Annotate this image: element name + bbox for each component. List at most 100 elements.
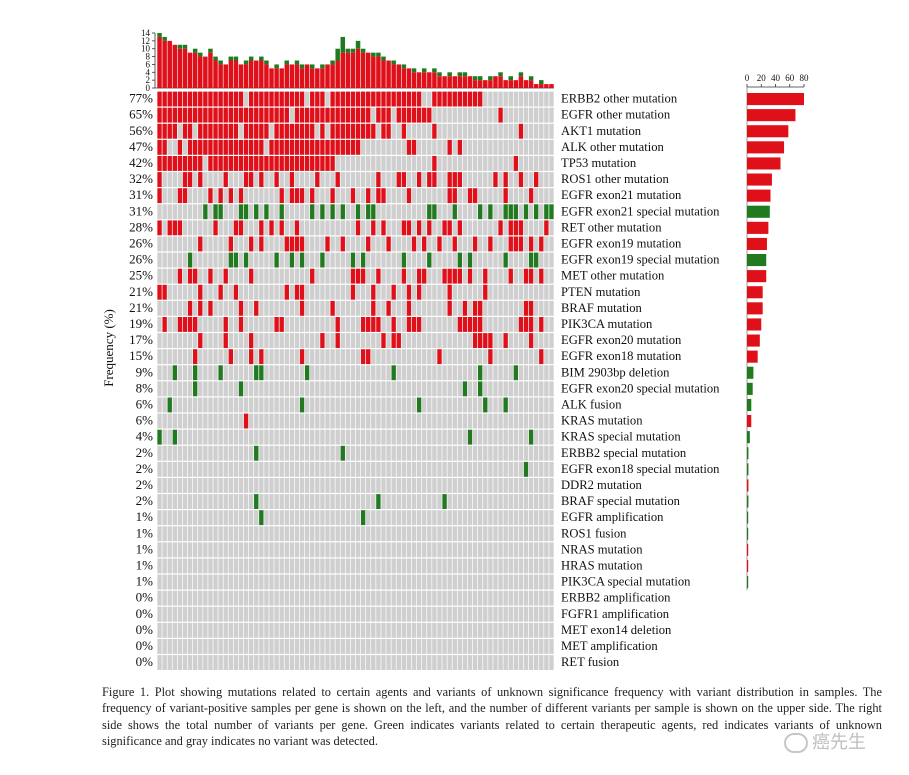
grid-cell (493, 622, 498, 638)
grid-cell (371, 429, 376, 445)
right-bar (747, 382, 753, 395)
grid-cell (294, 574, 300, 590)
grid-cell (411, 139, 417, 155)
grid-cell (218, 139, 223, 155)
grid-cell (457, 284, 463, 300)
grid-cell (274, 494, 279, 509)
grid-cell (442, 526, 447, 542)
grid-cell (401, 204, 407, 220)
grid-cell (488, 461, 493, 477)
grid-cell (274, 300, 279, 316)
grid-cell (172, 365, 178, 381)
grid-cell (360, 526, 366, 542)
grid-cell (310, 574, 315, 590)
grid-cell (371, 413, 376, 429)
grid-cell (294, 349, 300, 365)
grid-cell (422, 526, 427, 542)
top-bar-red (299, 68, 305, 88)
grid-cell (427, 381, 432, 397)
grid-cell (243, 590, 249, 606)
grid-cell (447, 333, 452, 348)
grid-cell (218, 91, 223, 107)
grid-cell (360, 204, 366, 220)
grid-cell (549, 252, 554, 268)
grid-cell (335, 639, 340, 654)
grid-cell (162, 188, 167, 204)
grid-cell (401, 397, 407, 413)
grid-cell (539, 478, 544, 493)
grid-cell (264, 188, 269, 204)
grid-cell (187, 590, 193, 606)
grid-cell (304, 542, 310, 558)
grid-cell (432, 204, 437, 220)
top-bar-red (503, 80, 508, 88)
grid-cell (203, 445, 208, 461)
grid-cell (396, 558, 401, 574)
grid-cell (218, 590, 223, 606)
grid-cell (386, 268, 391, 284)
grid-cell (330, 333, 335, 348)
grid-cell (518, 188, 524, 204)
grid-cell (467, 413, 473, 429)
grid-cell (238, 574, 244, 590)
grid-cell (167, 510, 172, 526)
grid-cell (304, 526, 310, 542)
grid-cell (213, 655, 218, 670)
grid-cell (289, 461, 295, 477)
grid-cell (340, 220, 345, 236)
grid-cell (335, 413, 340, 429)
grid-cell (269, 639, 274, 654)
grid-cell (233, 139, 239, 155)
grid-cell (401, 429, 407, 445)
grid-cell (274, 284, 279, 300)
grid-cell (508, 300, 513, 316)
grid-cell (432, 156, 437, 171)
grid-cell (376, 558, 381, 574)
grid-cell (213, 156, 218, 171)
grid-cell (432, 220, 437, 236)
grid-cell (294, 91, 300, 107)
grid-cell (416, 397, 422, 413)
grid-cell (422, 123, 427, 139)
grid-cell (528, 349, 534, 365)
grid-cell (406, 333, 412, 348)
grid-cell (162, 590, 167, 606)
grid-cell (528, 542, 534, 558)
grid-cell (381, 590, 386, 606)
grid-cell (350, 413, 356, 429)
grid-cell (376, 494, 381, 509)
grid-cell (243, 429, 249, 445)
grid-cell (386, 526, 391, 542)
grid-cell (355, 558, 361, 574)
grid-cell (192, 429, 198, 445)
grid-cell (493, 123, 498, 139)
grid-cell (177, 139, 183, 155)
grid-cell (366, 139, 371, 155)
grid-cell (254, 397, 259, 413)
grid-cell (518, 317, 524, 332)
right-bar (747, 254, 767, 267)
grid-cell (472, 590, 478, 606)
grid-cell (355, 91, 361, 107)
grid-cell (533, 317, 539, 332)
grid-cell (182, 284, 188, 300)
grid-cell (315, 445, 320, 461)
grid-cell (167, 526, 172, 542)
grid-cell (259, 300, 264, 316)
grid-cell (518, 445, 524, 461)
grid-cell (396, 478, 401, 493)
grid-cell (447, 606, 452, 622)
grid-cell (376, 268, 381, 284)
grid-cell (533, 204, 539, 220)
top-bar-green (243, 60, 249, 65)
grid-cell (233, 622, 239, 638)
grid-cell (203, 172, 208, 187)
grid-cell (213, 252, 218, 268)
grid-cell (427, 558, 432, 574)
grid-cell (513, 429, 519, 445)
grid-cell (401, 526, 407, 542)
grid-cell (157, 156, 162, 171)
grid-cell (264, 172, 269, 187)
grid-cell (335, 526, 340, 542)
grid-cell (299, 413, 305, 429)
